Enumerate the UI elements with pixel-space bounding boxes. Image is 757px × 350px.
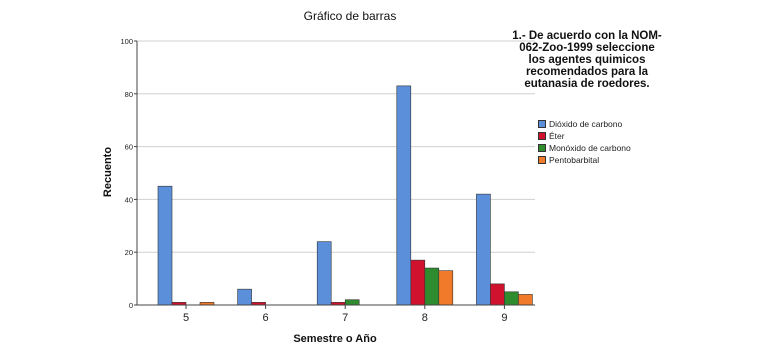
x-tick-label: 5 — [183, 312, 189, 324]
legend-label: Dióxido de carbono — [549, 119, 623, 129]
bar-9-2 — [504, 291, 519, 306]
x-axis-label: Semestre o Año — [293, 333, 377, 345]
y-axis-label: Recuento — [102, 147, 114, 197]
x-tick-label: 6 — [263, 312, 269, 324]
legend: Dióxido de carbono Éter Monóxido de carbon… — [538, 118, 631, 166]
legend-swatch — [538, 144, 546, 152]
legend-label: Monóxido de carbono — [549, 143, 631, 153]
bar-5-0 — [157, 185, 173, 306]
legend-item: Dióxido de carbono — [538, 118, 631, 130]
legend-swatch — [538, 156, 546, 164]
y-tick-label: 0 — [129, 301, 133, 310]
legend-item: Éter — [538, 130, 631, 142]
bar-8-2 — [424, 267, 440, 306]
bar-8-1 — [410, 259, 426, 306]
y-tick-label: 80 — [125, 90, 133, 99]
y-tick-label: 100 — [120, 37, 133, 46]
legend-label: Pentobarbital — [549, 155, 600, 165]
y-tick-label: 20 — [125, 248, 133, 257]
y-tick-label: 40 — [125, 195, 133, 204]
bar-9-1 — [490, 283, 505, 306]
chart-title: Gráfico de barras — [303, 9, 397, 23]
x-tick-label: 8 — [422, 312, 428, 324]
y-tick-label: 60 — [125, 143, 133, 152]
legend-label: Éter — [549, 131, 565, 141]
bar-9-0 — [476, 193, 491, 306]
x-tick-label: 7 — [342, 312, 348, 324]
bar-6-0 — [237, 288, 252, 306]
bar-8-3 — [438, 270, 454, 306]
bar-9-3 — [518, 294, 533, 306]
bars — [157, 85, 533, 306]
gridlines — [137, 40, 535, 253]
bar-7-0 — [316, 241, 332, 306]
legend-swatch — [538, 120, 546, 128]
axes: 0 20 40 60 80 100 5 6 7 8 9 — [120, 37, 535, 324]
bar-7-2 — [344, 299, 360, 306]
legend-title: 1.- De acuerdo con la NOM-062-Zoo-1999 s… — [512, 30, 662, 90]
x-tick-label: 9 — [501, 312, 507, 324]
legend-swatch — [538, 132, 546, 140]
bar-8-0 — [396, 85, 412, 306]
legend-item: Monóxido de carbono — [538, 142, 631, 154]
legend-item: Pentobarbital — [538, 154, 631, 166]
